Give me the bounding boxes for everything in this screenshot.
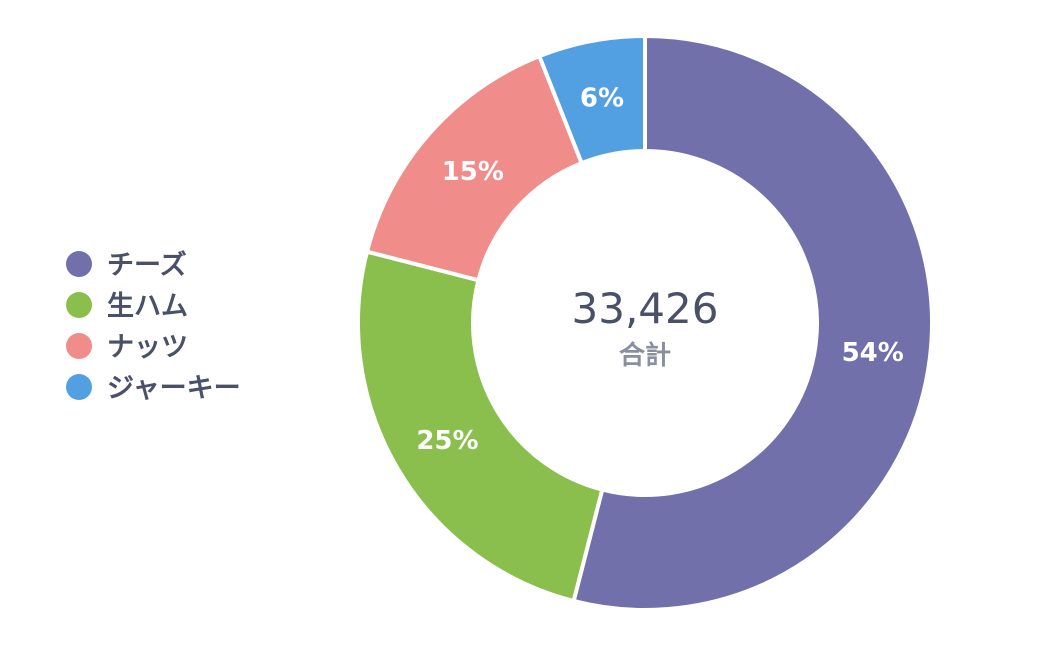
slice-1 xyxy=(571,34,934,612)
legend-label-1: チーズ xyxy=(107,249,187,281)
legend-label-3: ナッツ xyxy=(107,332,188,363)
legend-marker-1 xyxy=(66,251,92,277)
slice-label-3: 15% xyxy=(442,157,504,187)
slice-label-4: 6% xyxy=(580,84,624,114)
legend-label-4: ジャーキー xyxy=(107,373,241,404)
center-total-label: 合計 xyxy=(619,340,671,371)
slice-3 xyxy=(365,54,584,283)
slice-label-1: 54% xyxy=(842,338,904,368)
legend-marker-2 xyxy=(66,292,92,318)
legend-marker-4 xyxy=(66,374,92,400)
center-total-value: 33,426 xyxy=(572,284,719,333)
slices xyxy=(356,34,934,612)
slice-2 xyxy=(356,249,605,603)
legend-label-2: 生ハム xyxy=(107,291,188,322)
legend-marker-3 xyxy=(66,333,92,359)
slice-label-2: 25% xyxy=(416,426,478,456)
slice-4 xyxy=(537,34,647,166)
slice-labels: 54% 25% 15% 6% xyxy=(416,84,903,456)
